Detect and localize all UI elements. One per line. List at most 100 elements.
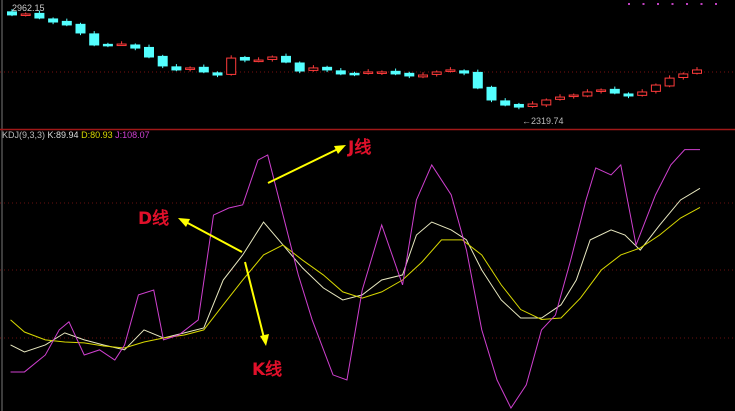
candle (34, 10, 45, 20)
candle-body (239, 56, 250, 61)
candle-body (418, 74, 428, 78)
candle (568, 93, 579, 99)
candle-body (335, 70, 346, 75)
candle-body (294, 62, 305, 72)
candle (500, 98, 511, 107)
marker-dot (715, 3, 717, 5)
candle (459, 69, 470, 76)
candle-body (692, 69, 702, 74)
candle (239, 55, 250, 63)
candle (623, 92, 634, 99)
top-right-markers (628, 3, 717, 5)
candle-body (144, 46, 154, 58)
low-price-label: ←2319.74 (522, 116, 564, 126)
candle (226, 55, 237, 76)
candle (390, 68, 401, 76)
candle-body (664, 77, 675, 87)
indicator-name: KDJ(9,3,3) (2, 130, 46, 140)
arrow-d (183, 220, 243, 253)
arrow-j (267, 147, 341, 184)
candle-body (513, 103, 524, 108)
candle (650, 83, 661, 94)
candle-body (582, 91, 593, 97)
candle-body (527, 103, 538, 107)
candle-body (555, 96, 565, 100)
candle (157, 54, 168, 69)
candle (198, 64, 209, 74)
candle (308, 65, 319, 72)
candle-body (226, 57, 237, 75)
candle (404, 71, 415, 79)
candle (212, 71, 223, 78)
candle-body (7, 11, 17, 16)
candle (596, 88, 607, 94)
candle-body (48, 18, 59, 23)
candle-body (609, 88, 620, 94)
candle-body (431, 71, 442, 75)
candle (48, 17, 59, 25)
candle (431, 70, 442, 77)
candle-body (157, 55, 168, 67)
candle-body (637, 91, 648, 96)
candle (61, 18, 72, 27)
candle-body (363, 71, 374, 74)
candle-body (89, 33, 100, 46)
candle (335, 68, 346, 76)
k-value: K:89.94 (47, 130, 79, 140)
candle (322, 65, 333, 73)
candles (7, 9, 702, 110)
arrowhead-j (334, 145, 346, 154)
candle (376, 70, 387, 76)
candle (116, 41, 127, 47)
candle-body (472, 71, 483, 89)
candle-body (171, 66, 182, 71)
candle (89, 31, 100, 47)
marker-dot (628, 3, 630, 5)
candle-body (185, 67, 196, 70)
candle-body (198, 66, 209, 73)
j-line-annotation: J线 (348, 138, 372, 158)
candle (678, 72, 689, 80)
k-line-annotation: K线 (252, 360, 283, 380)
candle (418, 72, 428, 79)
candle-body (267, 56, 278, 60)
candle (102, 42, 113, 48)
candle-body (130, 44, 141, 49)
candle (185, 66, 196, 72)
arrow-k (244, 261, 265, 339)
marker-dot (657, 3, 659, 5)
candle (582, 89, 593, 98)
candle-body (376, 71, 387, 74)
candle-body (500, 100, 511, 106)
candle (486, 85, 497, 103)
candle-body (102, 43, 113, 47)
annotation-arrows (178, 145, 346, 346)
candle (144, 44, 154, 59)
candle-body (75, 23, 86, 34)
candle-body (281, 55, 291, 63)
candle-body (541, 99, 552, 106)
marker-dot (642, 3, 645, 5)
candle-body (650, 84, 661, 92)
candle-body (322, 66, 333, 71)
candle (171, 64, 182, 72)
candle-body (308, 67, 319, 71)
candle (20, 12, 31, 17)
indicator-legend: KDJ(9,3,3) K:89.94 D:80.93 J:108.07 (2, 130, 150, 140)
candle (513, 102, 524, 110)
candle (75, 22, 86, 36)
candle-body (486, 86, 497, 101)
candle (637, 89, 648, 97)
candle (692, 67, 702, 75)
candle (267, 55, 278, 62)
candle-body (459, 70, 470, 74)
candle-body (404, 72, 415, 77)
candle-body (20, 13, 31, 17)
candle (541, 98, 552, 108)
marker-dot (700, 3, 703, 5)
candle-body (623, 93, 634, 97)
candle (527, 101, 538, 108)
j-line (10, 149, 700, 410)
